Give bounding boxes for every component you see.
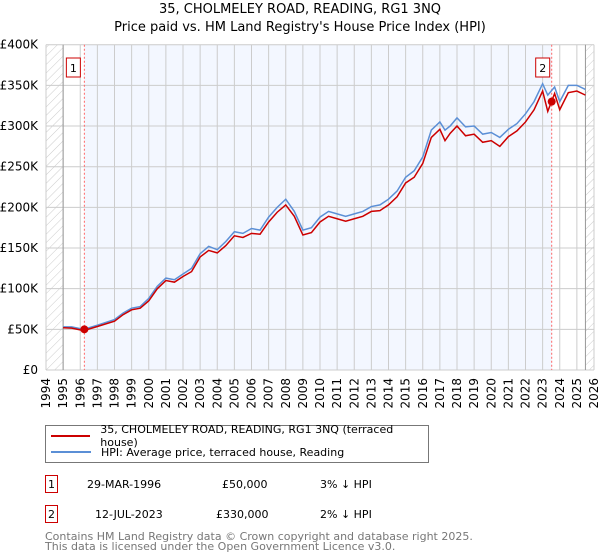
y-tick-label: £50K [7,322,39,336]
hpi-diff: 2% ↓ HPI [320,508,372,521]
x-tick-label: 2004 [210,378,224,409]
x-tick-label: 2001 [159,378,173,409]
x-tick-label: 2007 [262,378,276,409]
x-tick-label: 1994 [39,378,53,409]
y-tick-label: £350K [0,78,39,92]
date: 12-JUL-2023 [95,508,163,521]
x-tick-label: 2010 [313,378,327,409]
sale-badge-box [65,57,81,78]
y-tick-label: £250K [0,160,39,174]
marker-badge: 2 [45,505,58,523]
sale-badge-label: 2 [539,62,546,75]
marker-badge: 1 [45,475,58,493]
x-tick-label: 2013 [364,378,378,409]
x-tick-label: 2025 [570,378,584,409]
footer-copyright: Contains HM Land Registry data © Crown c… [45,530,473,543]
x-tick-label: 2017 [433,378,447,409]
x-tick-label: 1997 [90,378,104,409]
legend-item-property: 35, CHOLMELEY ROAD, READING, RG1 3NQ (te… [46,423,428,449]
x-tick-label: 2026 [587,378,600,409]
y-tick-label: £100K [0,282,39,296]
x-tick-label: 1995 [56,378,70,409]
x-tick-label: 2020 [484,378,498,409]
property-price-line [63,88,586,332]
sale-point [547,97,556,106]
x-tick-label: 2012 [347,378,361,409]
x-tick-label: 2016 [416,378,430,409]
sale-badge-box [535,57,551,78]
x-tick-label: 2002 [176,378,190,409]
x-tick-label: 2008 [279,378,293,409]
x-tick-label: 2014 [382,378,396,409]
chart-subtitle: Price paid vs. HM Land Registry's House … [114,20,486,35]
x-tick-label: 1998 [108,378,122,409]
x-tick-label: 2019 [467,378,481,409]
x-tick-label: 2000 [142,378,156,409]
y-tick-label: £300K [0,119,39,133]
hpi-line [63,81,586,331]
date: 29-MAR-1996 [87,478,162,491]
sale-badge-label: 1 [70,62,77,75]
y-tick-label: £200K [0,200,39,214]
y-tick-label: £0 [23,363,38,377]
x-tick-label: 2023 [536,378,550,409]
legend-label: HPI: Average price, terraced house, Read… [101,445,345,459]
x-tick-label: 2003 [193,378,207,409]
footer-licence: This data is licensed under the Open Gov… [45,540,396,553]
x-tick-label: 2009 [296,378,310,409]
x-tick-label: 2005 [227,378,241,409]
legend-item-hpi: HPI: Average price, terraced house, Read… [46,444,344,460]
x-tick-label: 1999 [125,378,139,409]
sale-point [80,325,89,334]
price: £330,000 [216,508,269,521]
x-tick-label: 2021 [501,378,515,409]
x-tick-label: 2011 [330,378,344,409]
x-tick-label: 2006 [245,378,259,409]
x-tick-label: 2018 [450,378,464,409]
legend: 35, CHOLMELEY ROAD, READING, RG1 3NQ (te… [45,423,429,463]
y-tick-label: £400K [0,38,39,52]
x-tick-label: 2015 [399,378,413,409]
y-tick-label: £150K [0,241,39,255]
red-line-swatch [51,435,91,437]
blue-line-swatch [51,451,91,453]
price: £50,000 [222,478,268,491]
price-chart: 1994 1995 1996 1997 1998 1999 2000 2001 2002 2003… [0,38,600,409]
chart-title: 35, CHOLMELEY ROAD, READING, RG1 3NQ [158,2,442,17]
x-tick-label: 2024 [553,378,567,409]
legend-label: 35, CHOLMELEY ROAD, READING, RG1 3NQ (te… [100,423,394,449]
x-tick-label: 1996 [73,378,87,409]
x-tick-label: 2022 [519,378,533,409]
hpi-diff: 3% ↓ HPI [320,478,372,491]
